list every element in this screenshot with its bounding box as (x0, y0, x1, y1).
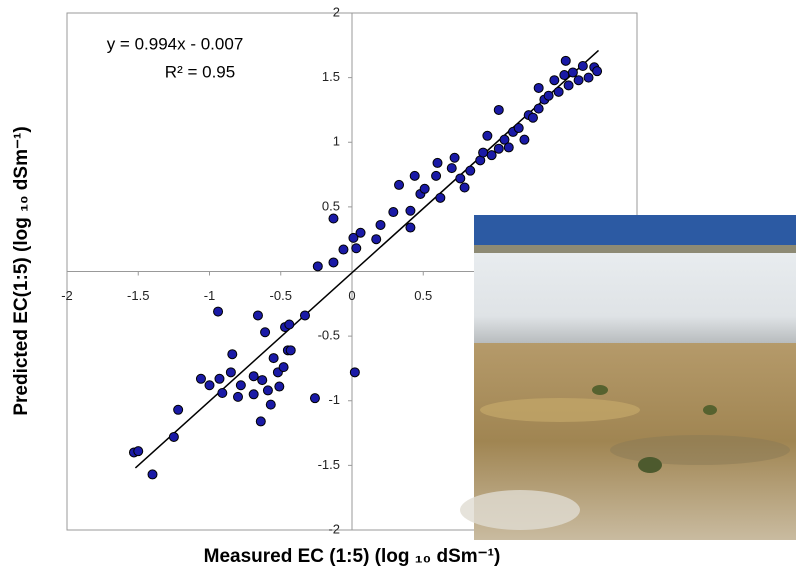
point (560, 55, 571, 66)
point (405, 222, 416, 233)
point (493, 104, 504, 115)
point (388, 207, 399, 218)
point (204, 380, 215, 391)
point (527, 112, 538, 123)
x-tick-label: 0 (348, 288, 355, 303)
point (195, 373, 206, 384)
point (278, 362, 289, 373)
point (355, 227, 366, 238)
point (284, 319, 295, 330)
point (431, 170, 442, 181)
point (217, 387, 228, 398)
point (559, 70, 570, 81)
point (235, 380, 246, 391)
point (252, 310, 263, 321)
y-tick-label: -0.5 (318, 328, 340, 343)
x-tick-label: -0.5 (270, 288, 292, 303)
point (214, 373, 225, 384)
y-tick-label: -2 (328, 521, 340, 536)
point (553, 86, 564, 97)
point (338, 244, 349, 255)
point (482, 130, 493, 141)
point (409, 170, 420, 181)
point (465, 165, 476, 176)
point (543, 90, 554, 101)
point (371, 234, 382, 245)
point (459, 182, 470, 193)
point (419, 183, 430, 194)
point (519, 134, 530, 145)
point (233, 391, 243, 402)
point (533, 103, 544, 114)
y-tick-label: -1 (328, 392, 340, 407)
point (499, 134, 510, 145)
x-tick-label: -2 (61, 288, 73, 303)
point (309, 393, 320, 404)
y-axis-title: Predicted EC(1:5) (log ₁₀ dSm⁻¹) (11, 126, 32, 415)
point (349, 367, 360, 378)
point (351, 243, 362, 254)
point (478, 147, 489, 158)
point (248, 389, 259, 400)
point (168, 431, 179, 442)
photo (460, 215, 796, 540)
point (147, 469, 158, 480)
y-tick-label: -1.5 (318, 457, 340, 472)
x-tick-label: -1.5 (127, 288, 149, 303)
point (405, 205, 416, 216)
x-tick-label: -1 (204, 288, 216, 303)
point (257, 375, 268, 386)
point (299, 310, 310, 321)
point (268, 353, 279, 364)
x-tick-label: 0.5 (414, 288, 432, 303)
point (455, 173, 466, 184)
equation: y = 0.994x - 0.007 (107, 34, 244, 53)
point (563, 80, 574, 91)
point (394, 179, 405, 190)
y-tick-label: 2 (333, 4, 340, 19)
r-squared: R² = 0.95 (165, 62, 235, 81)
point (533, 82, 544, 93)
y-tick-label: 0.5 (322, 198, 340, 213)
point (265, 399, 276, 410)
point (173, 404, 184, 415)
point (567, 67, 578, 78)
point (133, 446, 144, 457)
y-tick-label: 1.5 (322, 69, 340, 84)
point (573, 75, 584, 86)
point (312, 261, 323, 272)
point (549, 75, 560, 86)
point (225, 367, 236, 378)
point (435, 192, 446, 203)
point (285, 345, 296, 356)
point (503, 142, 514, 153)
point (348, 232, 359, 243)
point (493, 143, 504, 154)
point (449, 152, 460, 163)
point (577, 60, 588, 71)
point (262, 385, 273, 396)
point (260, 327, 271, 338)
y-tick-label: 1 (333, 134, 340, 149)
point (328, 257, 339, 268)
point (513, 123, 524, 134)
point (274, 381, 285, 392)
point (583, 72, 594, 83)
trendline (134, 49, 600, 469)
point (375, 219, 386, 230)
point (486, 150, 497, 161)
point (328, 213, 339, 224)
point (213, 306, 224, 317)
point (446, 163, 457, 174)
point (255, 416, 266, 427)
point (432, 157, 443, 168)
point (248, 371, 259, 382)
point (592, 66, 603, 77)
x-axis-title: Measured EC (1:5) (log ₁₀ dSm⁻¹) (204, 546, 501, 567)
point (227, 349, 238, 360)
